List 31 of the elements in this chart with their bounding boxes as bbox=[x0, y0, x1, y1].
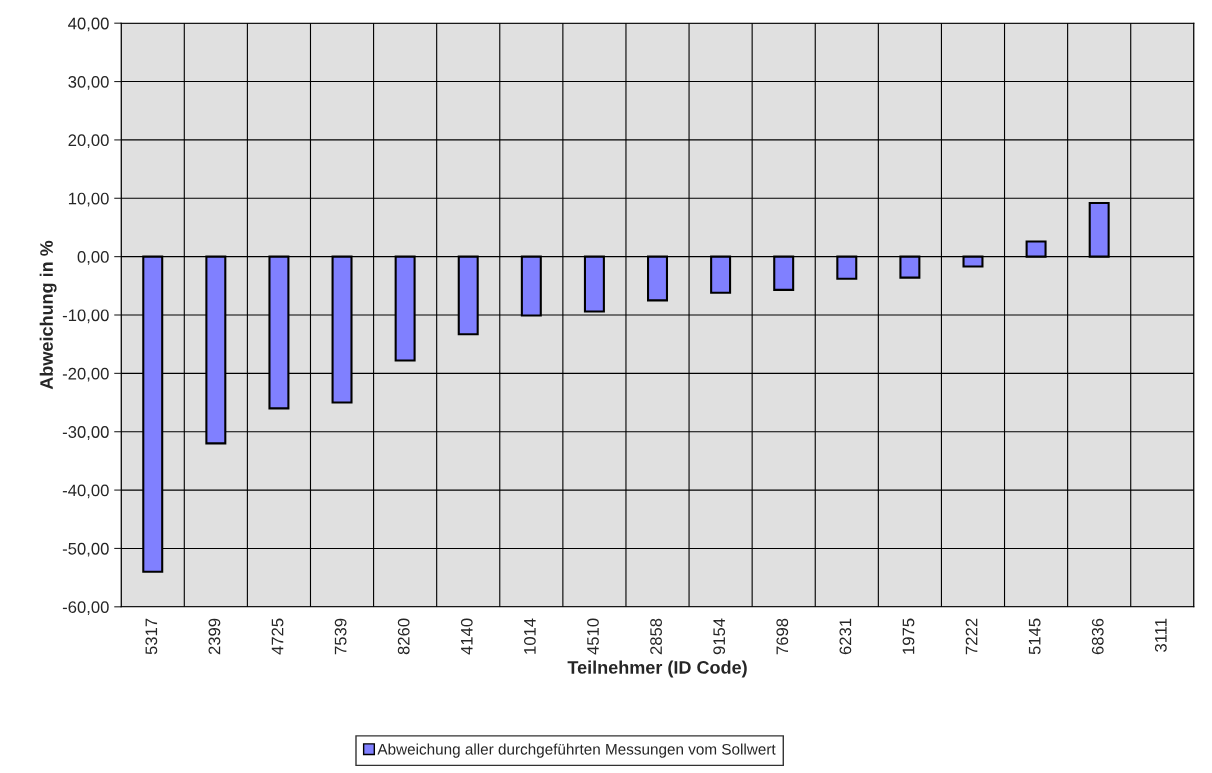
x-tick-label: 4510 bbox=[587, 618, 599, 655]
y-tick-label: -10,00 bbox=[62, 309, 109, 324]
x-tick-label: 5145 bbox=[1028, 618, 1041, 655]
y-tick-label: -20,00 bbox=[62, 367, 109, 382]
x-tick-label: 2399 bbox=[208, 618, 221, 655]
x-tick-label: 4725 bbox=[271, 618, 284, 655]
x-tick-label: 1975 bbox=[902, 618, 915, 654]
y-tick-label: -60,00 bbox=[62, 601, 109, 615]
x-tick-label: 5317 bbox=[145, 618, 158, 655]
x-tick-label: 7222 bbox=[965, 618, 978, 655]
x-tick-label: 1014 bbox=[523, 618, 536, 654]
x-tick-label: 7539 bbox=[334, 618, 347, 655]
y-tick-label: 30,00 bbox=[68, 75, 109, 90]
y-tick-label: -30,00 bbox=[62, 426, 109, 440]
x-axis-title: Teilnehmer (ID Code) bbox=[567, 660, 747, 678]
legend-label: Abweichung aller durchgeführten Messungen vom Sollwert bbox=[377, 743, 776, 758]
y-tick-label: -50,00 bbox=[62, 542, 109, 557]
y-tick-label: 20,00 bbox=[68, 134, 109, 149]
y-tick-label: 0,00 bbox=[77, 251, 109, 265]
x-tick-label: 9154 bbox=[713, 618, 726, 655]
x-tick-label: 7698 bbox=[776, 618, 789, 655]
x-tick-label: 6231 bbox=[839, 618, 852, 655]
x-tick-label: 6836 bbox=[1091, 618, 1104, 655]
x-tick-label: 2858 bbox=[650, 618, 662, 655]
y-tick-label: 40,00 bbox=[68, 17, 109, 32]
y-tick-label: -40,00 bbox=[62, 484, 109, 499]
x-tick-label: 4140 bbox=[460, 618, 473, 655]
y-tick-label: 10,00 bbox=[68, 192, 109, 207]
y-axis-title: Abweichung in % bbox=[39, 240, 57, 390]
x-tick-label: 3111 bbox=[1154, 618, 1167, 652]
x-tick-label: 8260 bbox=[397, 618, 410, 655]
